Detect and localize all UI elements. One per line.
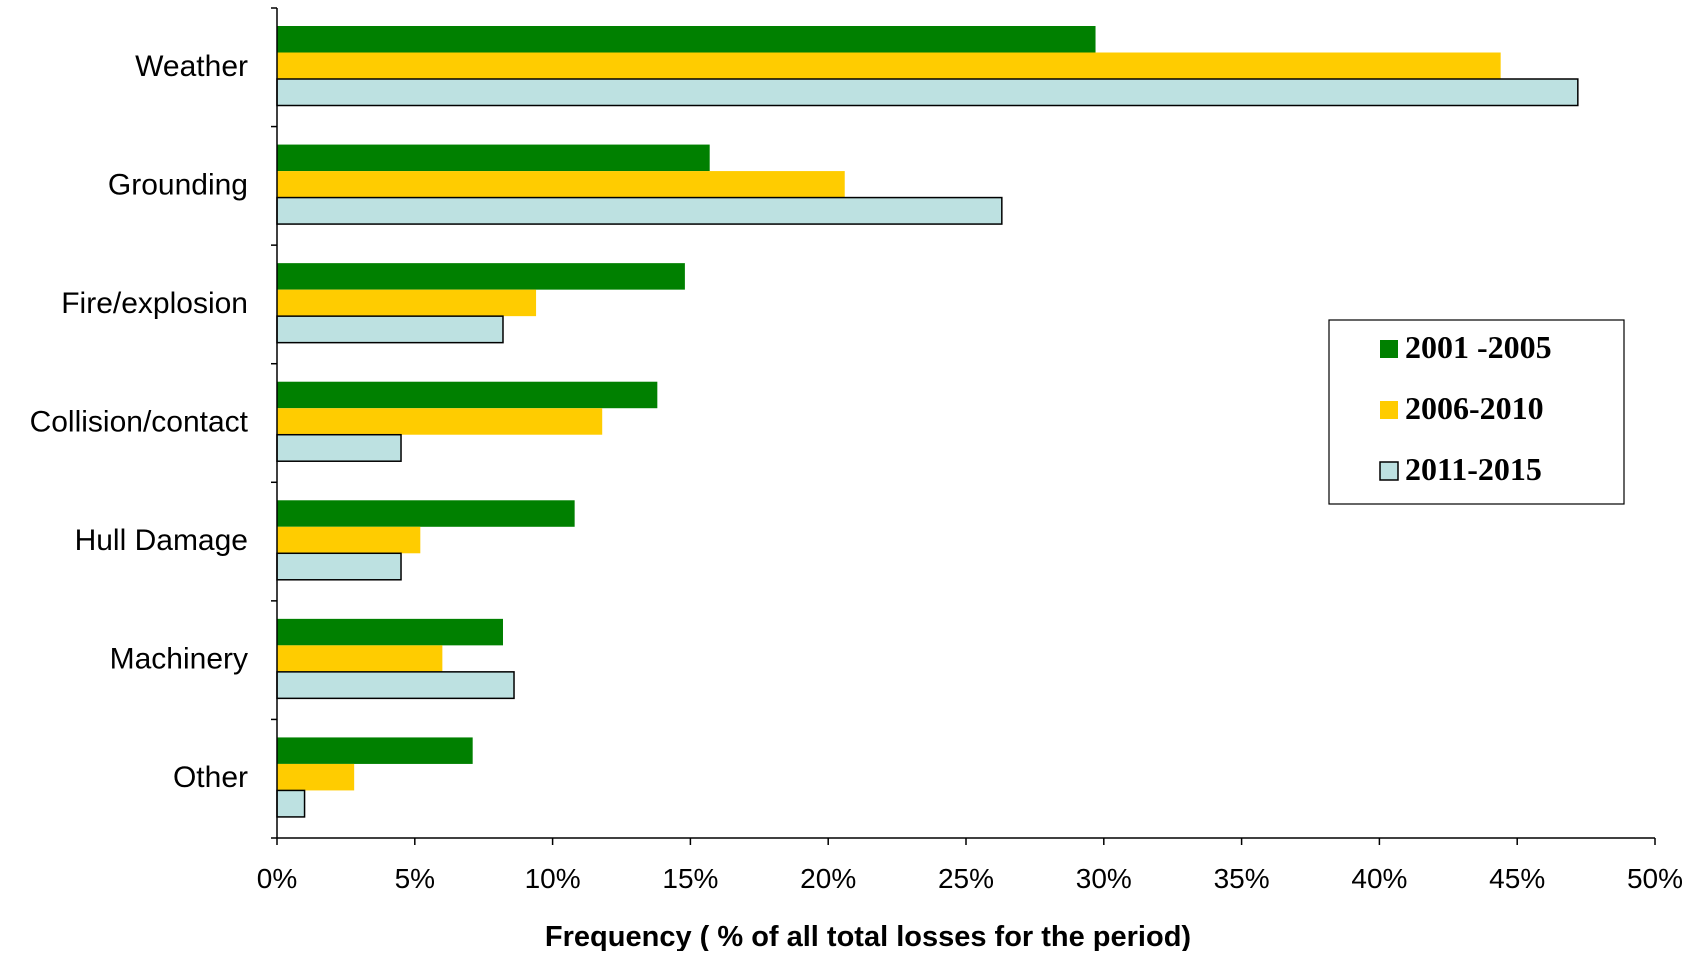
category-label: Collision/contact [30,405,249,438]
legend-label: 2006-2010 [1405,390,1544,426]
axes-layer [271,7,1656,845]
x-tick-label: 45% [1489,863,1545,894]
bar-machinery-0 [277,618,503,646]
category-label: Machinery [110,643,248,676]
category-labels: Weather Grounding Fire/explosion Collision/… [30,50,249,794]
bar-other-0 [277,737,473,764]
category-label: Hull Damage [75,524,248,557]
bar-weather-0 [277,26,1096,53]
bar-grounding-2 [276,196,1003,225]
bar-hull-damage-1 [277,526,421,554]
x-tick-label: 25% [938,863,994,894]
x-tick-label: 50% [1627,863,1683,894]
tick-labels: 0% 5% 10% 15% 20% 25% 30% 35% 40% 45% 50% [257,863,1683,894]
x-tick-label: 0% [257,863,297,894]
bar-weather-1 [277,52,1501,79]
bar-machinery-1 [277,645,443,672]
bar-other-2 [276,789,306,818]
x-tick-label: 30% [1076,863,1132,894]
legend-label: 2001 -2005 [1405,329,1552,365]
legend-swatch [1379,461,1399,481]
x-tick-label: 15% [662,863,718,894]
category-label: Weather [135,50,248,83]
legend-label: 2011-2015 [1405,451,1542,487]
category-label: Grounding [108,168,248,201]
legend-swatch [1380,340,1398,358]
x-tick-label: 10% [525,863,581,894]
x-tick-label: 40% [1351,863,1407,894]
bar-machinery-2 [276,671,515,700]
bar-collision-contact-1 [277,408,603,435]
bar-grounding-1 [277,171,845,198]
bar-hull-damage-2 [276,552,402,581]
bar-collision-contact-0 [277,381,658,409]
bar-other-1 [277,763,355,791]
x-axis-title: Frequency ( % of all total losses for th… [545,921,1191,951]
bar-fire-explosion-1 [277,289,537,317]
bar-fire-explosion-0 [277,263,685,290]
legend-swatch [1380,401,1398,419]
bar-grounding-0 [277,144,710,172]
x-tick-label: 20% [800,863,856,894]
bar-weather-2 [276,78,1579,107]
bars-layer [276,26,1579,818]
bar-hull-damage-0 [277,500,575,527]
category-label: Fire/explosion [61,287,248,320]
legend-items: 2001 -2005 2006-2010 2011-2015 [1379,329,1552,487]
bar-fire-explosion-2 [276,315,504,344]
x-tick-label: 35% [1214,863,1270,894]
category-label: Other [173,761,248,794]
x-tick-label: 5% [395,863,435,894]
bar-collision-contact-2 [276,433,402,462]
legend: 2001 -2005 2006-2010 2011-2015 [1328,319,1625,505]
legend-box [1328,319,1625,505]
